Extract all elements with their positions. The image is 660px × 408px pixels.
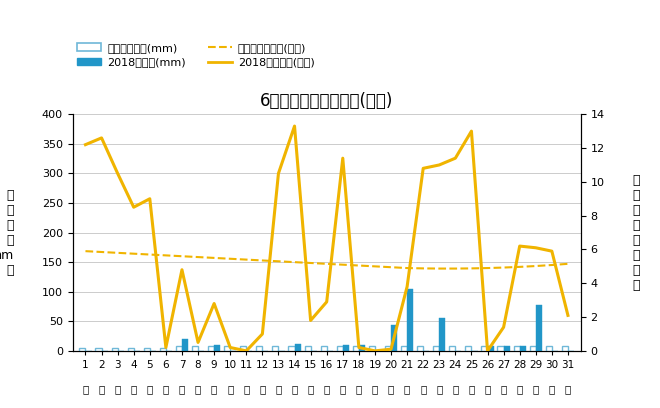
Bar [417,346,423,351]
Text: 日: 日 [292,384,298,394]
Bar [273,346,279,351]
Bar [433,346,440,351]
Bar [481,346,488,351]
Y-axis label: 日
照
時
間
（
時
間
）: 日 照 時 間 （ 時 間 ） [632,173,640,292]
Bar [160,348,166,351]
Bar [321,346,327,351]
Bar [337,346,343,351]
Y-axis label: 降
水
量
（
mm
）: 降 水 量 （ mm ） [0,188,14,277]
Bar [513,346,519,351]
Bar [240,346,246,351]
Text: 日: 日 [243,384,249,394]
Bar [385,346,391,351]
Bar [256,346,263,351]
Text: 日: 日 [98,384,105,394]
Bar [449,346,455,351]
Bar [391,325,397,351]
Text: 日: 日 [227,384,234,394]
Text: 日: 日 [211,384,217,394]
Bar [369,346,375,351]
Bar [401,346,407,351]
Bar [359,345,365,351]
Text: 日: 日 [452,384,459,394]
Bar [352,346,359,351]
Bar [224,346,230,351]
Bar [536,305,542,351]
Bar [488,346,494,351]
Bar [144,348,150,351]
Bar [562,346,568,351]
Text: 日: 日 [388,384,394,394]
Text: 日: 日 [147,384,153,394]
Text: 日: 日 [308,384,313,394]
Bar [519,346,526,351]
Bar [127,348,134,351]
Text: 日: 日 [420,384,426,394]
Bar [504,346,510,351]
Text: 日: 日 [340,384,346,394]
Bar [288,346,294,351]
Bar [530,346,536,351]
Text: 日: 日 [517,384,523,394]
Text: 日: 日 [179,384,185,394]
Bar [214,345,220,351]
Text: 日: 日 [469,384,475,394]
Bar [294,344,301,351]
Bar [79,348,85,351]
Text: 日: 日 [500,384,507,394]
Text: 日: 日 [82,384,88,394]
Bar [192,346,198,351]
Text: 日: 日 [114,384,121,394]
Text: 日: 日 [372,384,378,394]
Text: 日: 日 [565,384,571,394]
Text: 日: 日 [404,384,411,394]
Text: 日: 日 [275,384,282,394]
Bar [112,348,117,351]
Text: 日: 日 [533,384,539,394]
Text: 日: 日 [436,384,442,394]
Text: 日: 日 [131,384,137,394]
Bar [208,346,214,351]
Text: 日: 日 [356,384,362,394]
Text: 日: 日 [259,384,265,394]
Title: 6月降水量・日照時間(日別): 6月降水量・日照時間(日別) [260,92,393,110]
Bar [343,345,349,351]
Bar [546,346,552,351]
Legend: 降水量平年値(mm), 2018降水量(mm), 日照時間平年値(時間), 2018日照時間(時間): 降水量平年値(mm), 2018降水量(mm), 日照時間平年値(時間), 20… [73,38,319,72]
Bar [498,346,504,351]
Bar [407,289,413,351]
Text: 日: 日 [195,384,201,394]
Bar [465,346,471,351]
Bar [440,318,446,351]
Text: 日: 日 [323,384,330,394]
Text: 日: 日 [548,384,555,394]
Text: 日: 日 [163,384,169,394]
Bar [176,346,182,351]
Text: 日: 日 [484,384,490,394]
Bar [96,348,102,351]
Bar [304,346,311,351]
Bar [182,339,188,351]
